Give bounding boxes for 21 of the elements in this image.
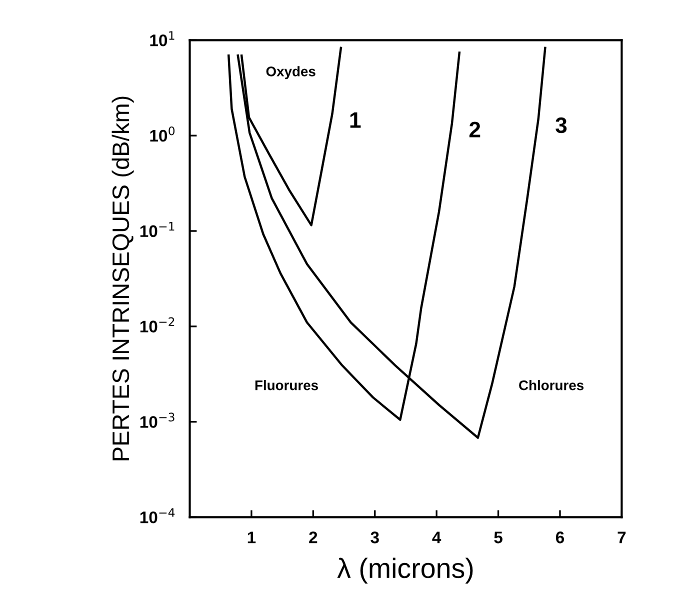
annotation: Chlorures [519,380,584,390]
x-axis-title: λ (microns) [337,558,473,584]
y-tick-label: 10$^{−2}$ [140,317,174,332]
x-tick-label: 7 [618,532,626,544]
y-tick-label: 10$^{−1}$ [140,222,174,238]
x-tick-label: 1 [248,532,256,544]
y-tick-label: 10$^{1}$ [150,31,174,46]
series-label: 3 [556,117,567,134]
annotation: Fluorures [255,380,318,390]
y-tick-label: 10$^{−3}$ [140,412,174,428]
series-label: 1 [350,112,361,128]
x-tick-label: 4 [432,532,442,544]
x-tick-label: 6 [556,532,564,544]
y-axis-title: PERTES INTRINSEQUES (dB/km) [112,96,134,460]
series-label: 2 [469,122,480,138]
y-tick-label: 10$^{−4}$ [140,508,175,524]
x-tick-label: 2 [309,532,318,544]
annotation: Oxydes [266,66,316,80]
x-tick-label: 3 [370,532,379,544]
x-tick-label: 5 [494,532,502,544]
y-tick-label: 10$^{0}$ [150,126,175,142]
